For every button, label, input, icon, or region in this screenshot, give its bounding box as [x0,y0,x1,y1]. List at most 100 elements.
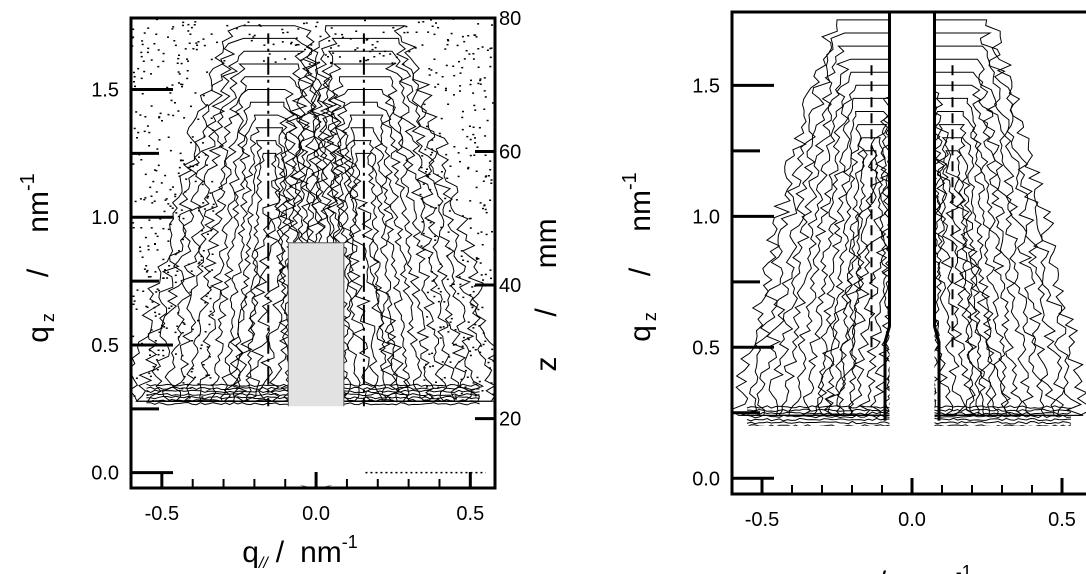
left-noise-speck [211,253,214,255]
left-noise-speck [181,159,184,162]
left-noise-speck [447,39,450,42]
left-noise-speck [453,94,455,96]
left-noise-speck [472,290,475,293]
left-noise-speck [489,169,492,171]
left-noise-speck [487,361,490,364]
left-noise-speck [479,351,482,354]
left-noise-speck [162,227,165,230]
left-noise-speck [150,195,153,197]
left-noise-speck [174,44,177,47]
left-noise-speck [480,231,483,233]
left-noise-speck [319,35,322,38]
left-noise-speck [483,77,486,79]
left-noise-speck [157,349,160,351]
right-contour-level [756,45,983,416]
left-noise-speck [482,279,484,281]
left-noise-speck [149,354,151,356]
left-noise-speck [203,208,206,210]
left-noise-speck [431,139,434,141]
left-noise-speck [318,61,321,64]
left-noise-speck [135,111,138,113]
left-noise-speck [147,276,150,278]
left-noise-speck [141,256,144,258]
left-noise-speck [169,92,172,94]
left-noise-speck [191,340,194,342]
left-noise-speck [334,33,337,35]
left-xlabel-symbol: q [242,536,259,569]
right-ytick-label: 1.5 [692,75,720,97]
left-noise-speck [450,317,453,320]
left-noise-speck [462,336,465,339]
left-noise-speck [171,84,174,86]
left-noise-speck [207,195,210,198]
left-noise-speck [268,53,271,55]
left-y2label-sep: / [530,308,563,317]
left-noise-speck [483,108,486,110]
left-noise-speck [438,132,441,135]
right-contour-level [817,19,1086,416]
left-noise-speck [152,365,155,368]
left-contour-level [146,50,385,402]
left-noise-speck [210,58,213,61]
left-noise-speck [139,246,142,248]
right-overlays [734,12,1084,494]
left-noise-speck [190,141,192,144]
left-noise-speck [471,306,474,309]
left-noise-speck [414,47,417,49]
right-xlabel-sep: / [878,566,887,574]
left-noise-speck [157,354,160,356]
right-axes: -0.5 0.0 0.5 0.0 0.5 1.0 1.5 [692,75,1076,531]
left-noise-speck [364,19,366,22]
left-noise-speck [189,165,192,167]
left-noise-speck [424,148,427,151]
left-noise-speck [272,43,275,46]
left-noise-speck [421,155,424,157]
left-xlabel-exp: -1 [342,532,358,552]
left-noise-speck [337,45,340,47]
left-noise-speck [146,306,149,309]
left-noise-speck [434,86,437,88]
left-noise-speck [433,295,436,298]
left-noise-speck [461,215,464,217]
left-y2label-symbol: z [530,357,563,372]
left-noise-speck [403,31,406,34]
left-noise-speck [135,308,138,310]
left-noise-speck [160,182,163,184]
right-xtick-label: 0.0 [898,509,926,531]
left-noise-speck [469,83,472,86]
left-noise-speck [478,127,481,129]
left-noise-speck [449,321,452,323]
left-noise-speck [431,25,434,27]
left-noise-speck [435,381,437,383]
left-noise-speck [477,48,480,50]
left-noise-speck [290,42,292,45]
left-noise-speck [431,151,434,154]
left-noise-speck [191,136,194,138]
left-noise-speck [174,253,177,256]
left-noise-speck [150,105,153,107]
left-noise-speck [472,126,475,128]
left-noise-speck [489,47,492,50]
left-noise-speck [158,116,161,118]
left-noise-speck [192,48,195,50]
left-ylabel-exp: -1 [17,173,39,191]
left-noise-speck [149,276,152,278]
left-noise-speck [186,77,189,80]
left-noise-speck [162,277,165,279]
left-noise-speck [324,54,327,56]
left-noise-speck [183,323,186,325]
left-noise-speck [282,32,285,34]
left-noise-speck [467,167,470,170]
left-noise-speck [472,327,475,329]
left-noise-speck [460,378,463,381]
left-noise-speck [133,300,136,302]
left-noise-speck [159,218,162,220]
left-noise-speck [168,307,171,309]
left-noise-speck [435,207,438,209]
left-noise-speck [210,33,213,35]
left-noise-speck [437,204,440,206]
left-noise-speck [143,130,146,133]
left-noise-speck [144,116,147,118]
left-noise-speck [189,33,192,35]
